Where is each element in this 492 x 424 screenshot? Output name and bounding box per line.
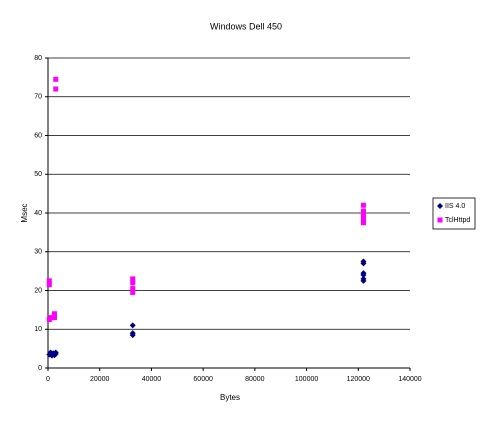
x-tick-label: 40000 [142, 376, 162, 383]
x-tick-label: 100000 [295, 376, 318, 383]
x-tick-label: 140000 [398, 376, 421, 383]
point [360, 258, 367, 265]
legend-label: TclHttpd [445, 217, 470, 224]
point [130, 289, 136, 295]
point [51, 311, 57, 317]
point [51, 315, 57, 321]
y-axis-title: Msec [20, 203, 29, 222]
point [360, 220, 366, 226]
point [360, 275, 367, 282]
y-tick-label: 20 [34, 287, 42, 294]
point [130, 276, 136, 282]
point [46, 278, 52, 284]
chart-title: Windows Dell 450 [210, 21, 282, 31]
y-tick-label: 70 [34, 94, 42, 101]
y-tick-label: 40 [34, 210, 42, 217]
point [360, 212, 366, 218]
x-axis-title: Bytes [220, 393, 240, 402]
legend-marker [437, 203, 443, 209]
x-tick-label: 80000 [245, 376, 265, 383]
point [360, 208, 366, 214]
point [360, 202, 366, 208]
x-tick-label: 120000 [347, 376, 370, 383]
point [46, 282, 52, 288]
y-tick-label: 10 [34, 326, 42, 333]
point [360, 216, 366, 222]
y-tick-label: 50 [34, 171, 42, 178]
y-tick-label: 60 [34, 132, 42, 139]
point [53, 86, 59, 92]
y-tick-label: 80 [34, 55, 42, 62]
x-tick-label: 20000 [90, 376, 110, 383]
point [130, 280, 136, 286]
legend-marker [437, 217, 443, 223]
legend-label: IIS 4.0 [445, 203, 465, 210]
point [48, 315, 54, 321]
y-tick-label: 0 [38, 365, 42, 372]
x-tick-label: 0 [46, 376, 50, 383]
point [360, 270, 367, 277]
point [52, 349, 59, 356]
point [129, 330, 136, 337]
point [129, 322, 136, 329]
point [130, 286, 136, 292]
x-tick-label: 60000 [193, 376, 213, 383]
y-tick-label: 30 [34, 249, 42, 256]
point [53, 76, 59, 82]
